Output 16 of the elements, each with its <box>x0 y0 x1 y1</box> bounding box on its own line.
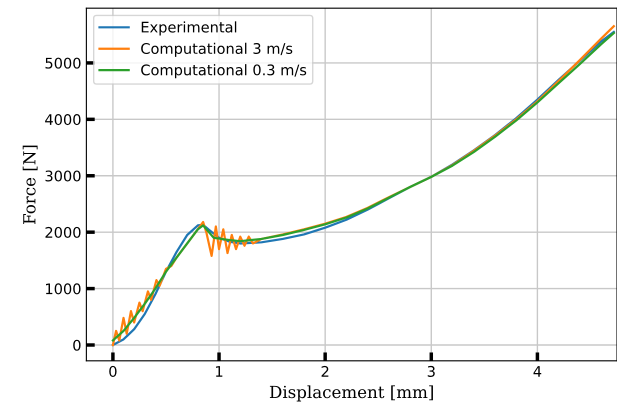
x-axis-title: Displacement [mm] <box>270 385 433 402</box>
y-tick-label: 4000 <box>45 114 81 126</box>
x-tick-label: 4 <box>533 366 542 377</box>
y-tick-label: 0 <box>73 340 81 351</box>
y-axis-title: Force [N] <box>22 146 38 224</box>
legend-label: Computational 3 m/s <box>141 42 292 57</box>
y-tick-label: 3000 <box>46 170 81 182</box>
x-tick-label: 2 <box>322 366 328 377</box>
y-tick-label: 2000 <box>45 226 81 238</box>
legend-label: Experimental <box>142 21 236 36</box>
y-tick-label: 5000 <box>46 58 81 69</box>
legend-label: Computational 0.3 m/s <box>141 64 306 78</box>
y-tick-label: 1000 <box>46 283 81 294</box>
x-tick-label: 1 <box>216 366 222 377</box>
x-tick-label: 3 <box>428 366 435 377</box>
x-tick-label: 0 <box>109 366 117 377</box>
